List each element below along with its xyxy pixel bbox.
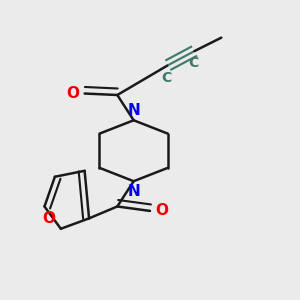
Text: O: O: [43, 211, 56, 226]
Text: N: N: [127, 184, 140, 199]
Text: C: C: [161, 70, 172, 85]
Text: N: N: [127, 103, 140, 118]
Text: O: O: [66, 86, 79, 101]
Text: O: O: [155, 203, 168, 218]
Text: C: C: [188, 56, 198, 70]
